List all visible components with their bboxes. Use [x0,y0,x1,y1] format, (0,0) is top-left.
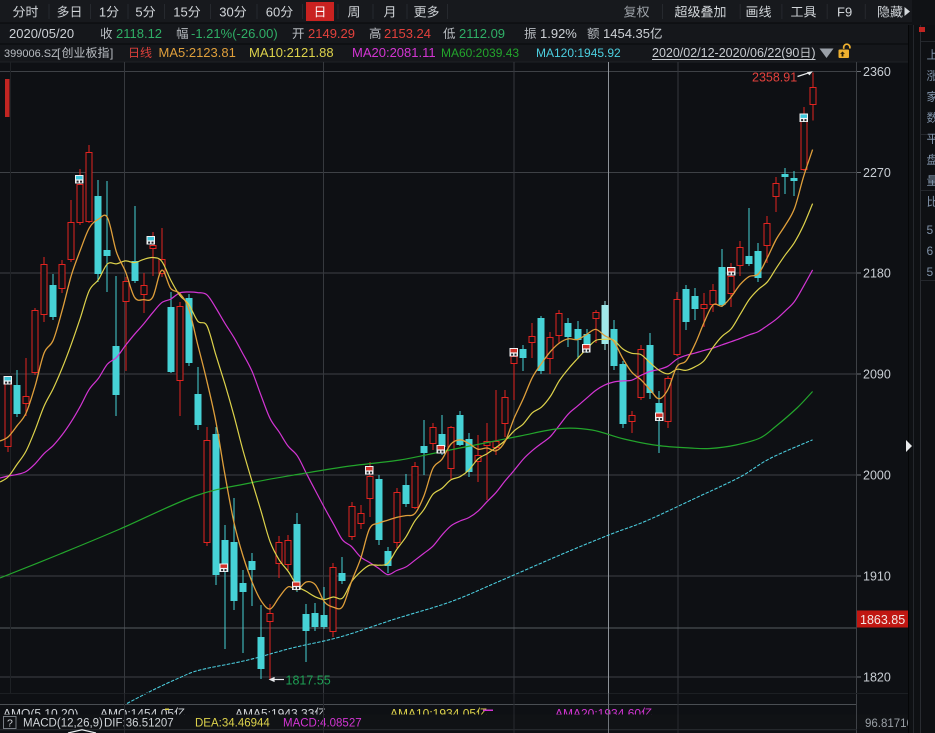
svg-text:2270: 2270 [863,166,891,180]
svg-text:5: 5 [181,5,188,20]
svg-text:2112.09: 2112.09 [459,26,505,41]
svg-text:1910: 1910 [863,569,891,583]
svg-text:1863.85: 1863.85 [860,613,905,627]
svg-text:?: ? [7,718,13,730]
svg-text:DEA:34.46944: DEA:34.46944 [195,718,270,730]
svg-text:2180: 2180 [863,267,891,281]
svg-text:1: 1 [99,5,106,20]
svg-text:MACD(12,26,9): MACD(12,26,9) [23,718,103,730]
svg-text:6: 6 [927,244,934,258]
svg-text:6: 6 [266,5,273,20]
svg-text:MA20:2081.11: MA20:2081.11 [352,45,436,60]
svg-text:0: 0 [227,5,234,20]
svg-text:AMO:1454.05: AMO:1454.05 [100,707,174,721]
svg-text:AMA10:1934.05: AMA10:1934.05 [390,707,476,721]
svg-text:MA120:1945.92: MA120:1945.92 [536,46,621,60]
svg-text:MA5:2123.81: MA5:2123.81 [159,45,236,60]
svg-text:2118.12: 2118.12 [116,26,162,41]
svg-text:399006.SZ: 399006.SZ [4,48,58,60]
svg-text:2000: 2000 [863,469,891,483]
svg-text:1.92%: 1.92% [540,26,577,41]
svg-text:2020/05/20: 2020/05/20 [9,26,74,41]
svg-text:2358.91: 2358.91 [752,71,797,85]
svg-text:3: 3 [219,5,226,20]
svg-text:2149.29: 2149.29 [308,26,355,41]
svg-text:F9: F9 [837,5,852,20]
svg-text:2360: 2360 [863,65,891,79]
svg-text:AMA20:1934.60: AMA20:1934.60 [555,707,641,721]
svg-text:5: 5 [927,265,934,279]
svg-text:MACD:4.08527: MACD:4.08527 [283,718,362,730]
svg-text:1: 1 [173,5,180,20]
svg-text:1817.55: 1817.55 [286,674,331,688]
svg-text:1454.35: 1454.35 [603,26,650,41]
svg-text:1820: 1820 [863,670,891,684]
svg-text:-1.21%(-26.00): -1.21%(-26.00) [191,26,278,41]
svg-text:[: [ [57,46,61,60]
svg-text:5: 5 [135,5,142,20]
svg-text:2090: 2090 [863,368,891,382]
svg-text:MA60:2039.43: MA60:2039.43 [441,46,519,60]
svg-text:AMO(5,10,20): AMO(5,10,20) [3,707,78,721]
svg-text:2020/02/12-2020/06/22(90: 2020/02/12-2020/06/22(90 [652,46,799,60]
svg-text:96.81710: 96.81710 [865,718,913,730]
svg-text:): ) [811,46,815,60]
svg-text:2153.24: 2153.24 [384,26,431,41]
svg-text:MA10:2121.88: MA10:2121.88 [249,45,334,60]
svg-text:0: 0 [273,5,280,20]
svg-text:AMA5:1943.33: AMA5:1943.33 [235,707,315,721]
svg-text:DIF:36.51207: DIF:36.51207 [104,718,174,730]
svg-text:5: 5 [927,223,934,237]
svg-text:]: ] [110,46,113,60]
